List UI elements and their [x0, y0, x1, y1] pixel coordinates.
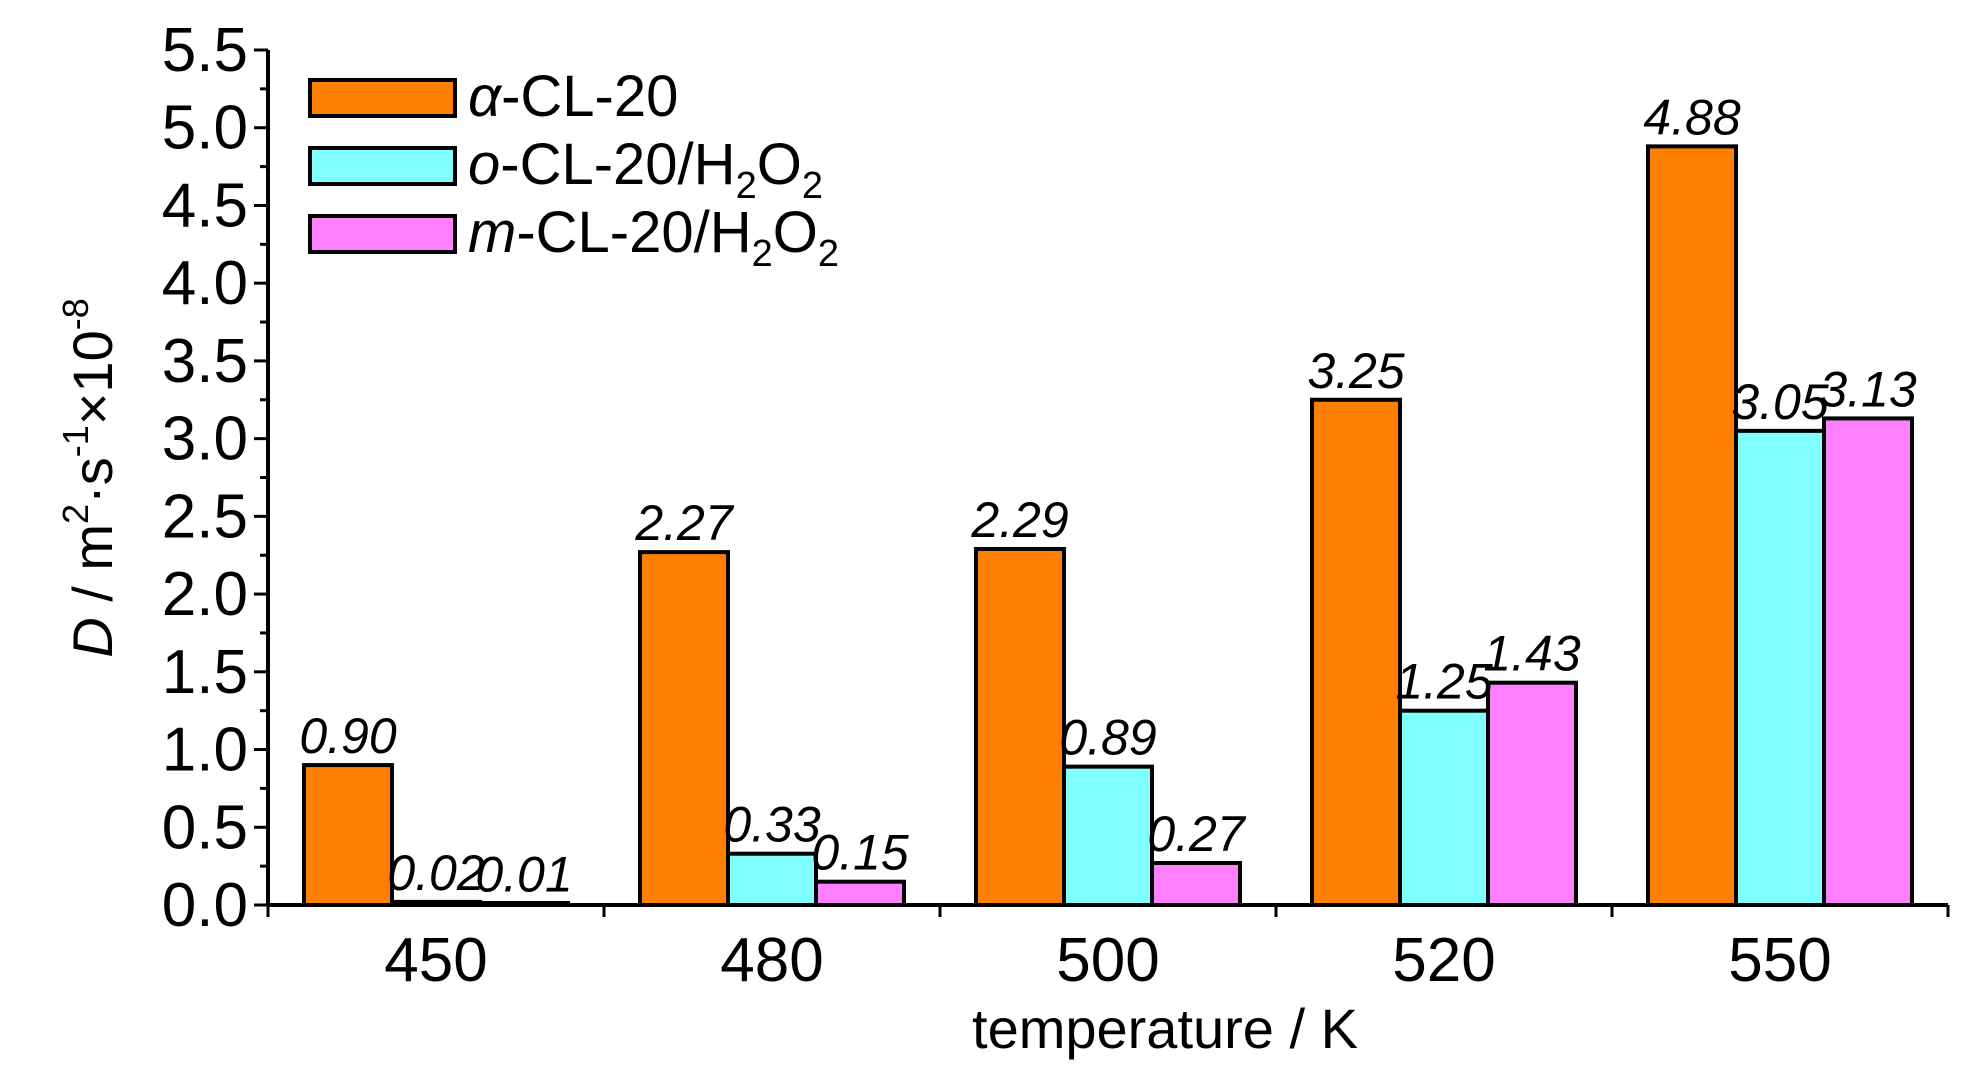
- bar: [302, 763, 394, 907]
- data-label: 0.15: [811, 825, 909, 881]
- y-tick-label: 0.5: [162, 793, 248, 862]
- x-tick-label: 480: [720, 926, 823, 995]
- y-axis-title-times: ×10: [61, 330, 124, 425]
- data-label: 0.01: [475, 846, 572, 902]
- y-tick-label: 0.0: [162, 871, 248, 940]
- y-tick-label: 4.0: [162, 249, 248, 318]
- data-label: 4.88: [1643, 89, 1741, 145]
- data-label: 3.13: [1819, 361, 1917, 417]
- x-tick-label: 450: [384, 926, 487, 995]
- legend-label: α-CL-20: [468, 64, 678, 129]
- data-label: 0.27: [1147, 806, 1247, 862]
- y-tick-label: 2.5: [162, 482, 248, 551]
- bars-layer: [302, 144, 1914, 908]
- data-label: 2.29: [970, 492, 1068, 548]
- data-label: 0.90: [299, 708, 397, 764]
- legend-swatch: [308, 78, 457, 118]
- y-axis-title-sup3: -8: [55, 298, 96, 330]
- legend-label: o-CL-20/H2O2: [468, 132, 823, 207]
- y-axis-title-unit: / m: [61, 524, 124, 617]
- bar: [1398, 708, 1490, 907]
- y-tick-label: 2.0: [162, 560, 248, 629]
- bar: [1062, 764, 1154, 907]
- y-ticks-layer: 0.0 0.5 1.0 1.5 2.0 2.5 3.0 3.5 4.0 4.5 5.0 5.5: [162, 16, 268, 940]
- y-tick-label: 1.0: [162, 716, 248, 785]
- y-tick-label: 3.5: [162, 327, 248, 396]
- y-axis-title-sup1: 2: [55, 504, 96, 524]
- bar: [726, 851, 818, 908]
- y-axis-title-s: ·s: [61, 457, 124, 504]
- bar: [974, 547, 1066, 907]
- legend-swatch: [308, 146, 457, 186]
- y-axis-title-sup2: -1: [55, 425, 96, 457]
- y-tick-label: 4.5: [162, 171, 248, 240]
- legend-swatch: [308, 214, 457, 254]
- bar: [1646, 144, 1738, 907]
- data-label: 0.33: [723, 797, 821, 853]
- y-tick-label: 3.0: [162, 405, 248, 474]
- y-axis-title: D / m2·s-1×10-8: [55, 298, 124, 658]
- data-label: 1.25: [1395, 654, 1493, 710]
- x-tick-label: 500: [1056, 926, 1159, 995]
- data-label: 0.89: [1059, 710, 1156, 766]
- x-tick-label: 520: [1392, 926, 1495, 995]
- y-tick-label: 5.0: [162, 94, 248, 163]
- data-label: 0.02: [387, 845, 485, 901]
- data-label: 3.25: [1307, 343, 1405, 399]
- bar: [1310, 397, 1402, 907]
- data-label: 1.43: [1483, 626, 1581, 682]
- x-tick-label: 550: [1728, 926, 1831, 995]
- legend-label: m-CL-20/H2O2: [468, 200, 839, 275]
- y-tick-label: 1.5: [162, 638, 248, 707]
- data-label: 3.05: [1731, 374, 1829, 430]
- data-label: 2.27: [634, 495, 735, 551]
- bar: [1734, 428, 1826, 907]
- y-tick-label: 5.5: [162, 16, 248, 85]
- x-ticks-layer: 450 480 500 520 550: [266, 905, 1950, 995]
- bar: [1822, 416, 1914, 907]
- bar: [1150, 861, 1242, 908]
- bar: [1486, 680, 1578, 908]
- bar: [814, 879, 906, 908]
- x-axis-title: temperature / K: [972, 997, 1358, 1060]
- data-labels-layer: 0.90 2.27 2.29 3.25 4.88 0.02 0.33 0.89 1.25 3.05…: [299, 89, 1917, 902]
- y-axis-title-var: D: [61, 617, 124, 657]
- bar: [638, 550, 730, 907]
